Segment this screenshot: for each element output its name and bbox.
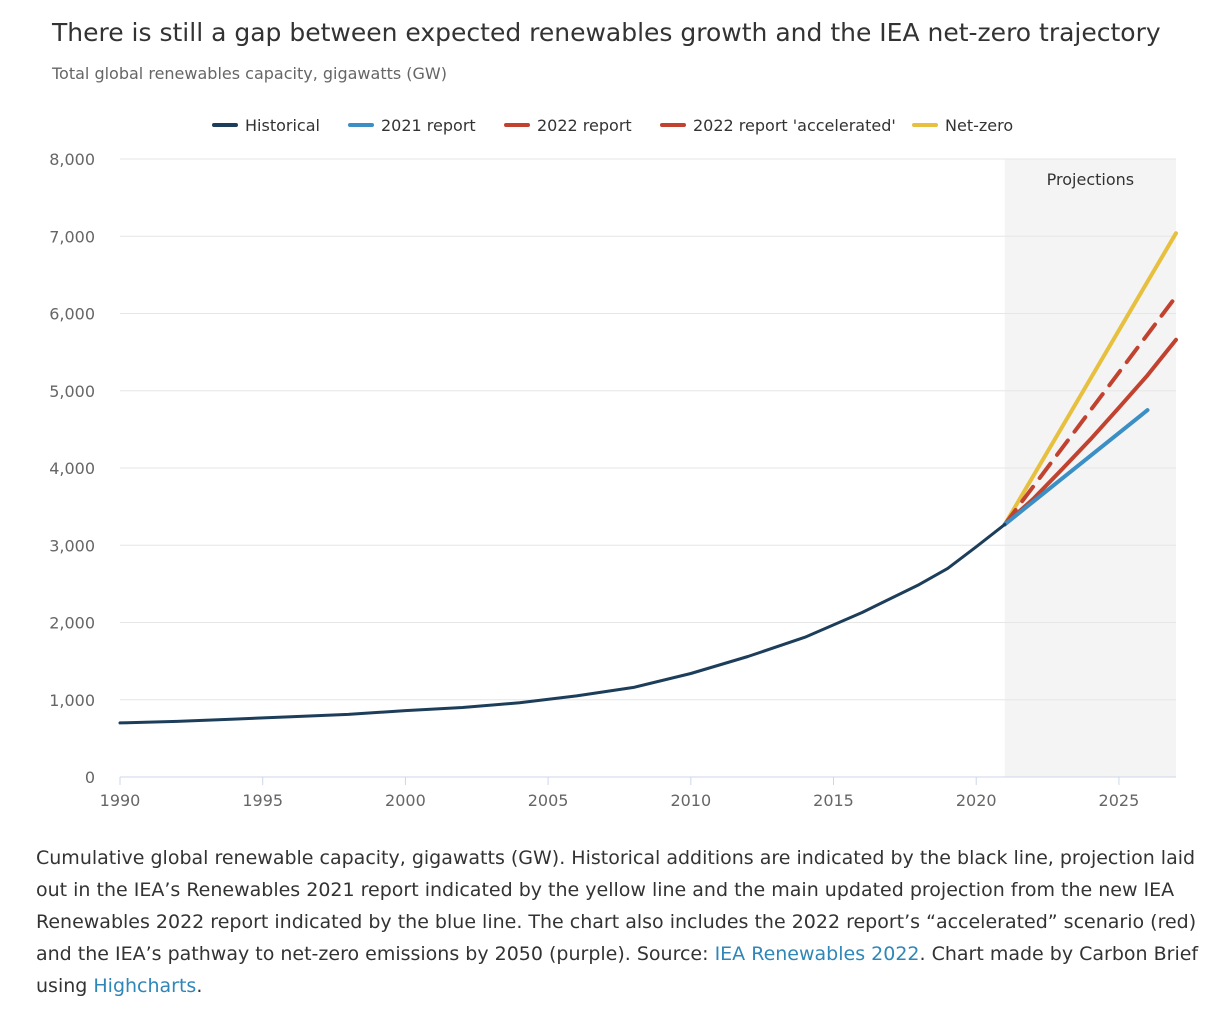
caption-text: Cumulative global renewable capacity, gi…	[36, 847, 1197, 965]
y-tick-label: 5,000	[49, 382, 95, 401]
highcharts-link[interactable]: Highcharts	[93, 975, 197, 997]
series-line-historical	[118, 522, 1007, 725]
y-tick-label: 0	[85, 768, 95, 787]
legend-item: 2022 report	[537, 116, 632, 135]
y-tick-label: 2,000	[49, 614, 95, 633]
series-line-2022-report	[1002, 337, 1178, 527]
y-tick-label: 6,000	[49, 305, 95, 324]
x-tick-label: 2005	[528, 791, 569, 810]
series-line-2021-report	[1002, 408, 1150, 527]
chart-caption: Cumulative global renewable capacity, gi…	[36, 842, 1206, 1002]
y-tick-label: 4,000	[49, 459, 95, 478]
x-tick-label: 1995	[242, 791, 283, 810]
y-tick-label: 8,000	[49, 150, 95, 169]
y-tick-label: 7,000	[49, 227, 95, 246]
legend-item: Net-zero	[945, 116, 1013, 135]
legend-item: 2021 report	[381, 116, 476, 135]
x-tick-label: 2010	[670, 791, 711, 810]
line-chart: Projections 0 1,000 2,000 3,000 4,000 5,000 6,0…	[49, 116, 1178, 810]
caption-text: . Chart made by Carbon Brief using	[36, 943, 1199, 997]
series-line-2022-report-accelerated	[1002, 294, 1178, 527]
legend-item: Historical	[245, 116, 320, 135]
x-tick-label: 2020	[956, 791, 997, 810]
y-tick-label: 1,000	[49, 691, 95, 710]
legend-item: 2022 report 'accelerated'	[693, 116, 896, 135]
series-line-net-zero	[1002, 231, 1178, 527]
chart-title: There is still a gap between expected re…	[52, 18, 1161, 47]
source-link[interactable]: IEA Renewables 2022	[714, 943, 920, 965]
x-tick-label: 2025	[1099, 791, 1140, 810]
chart-subtitle: Total global renewables capacity, gigawa…	[52, 64, 447, 83]
x-tick-label: 2000	[385, 791, 426, 810]
y-tick-label: 3,000	[49, 536, 95, 555]
caption-text: .	[196, 975, 203, 997]
x-tick-label: 1990	[100, 791, 141, 810]
projections-label: Projections	[1047, 170, 1134, 189]
x-tick-label: 2015	[813, 791, 854, 810]
